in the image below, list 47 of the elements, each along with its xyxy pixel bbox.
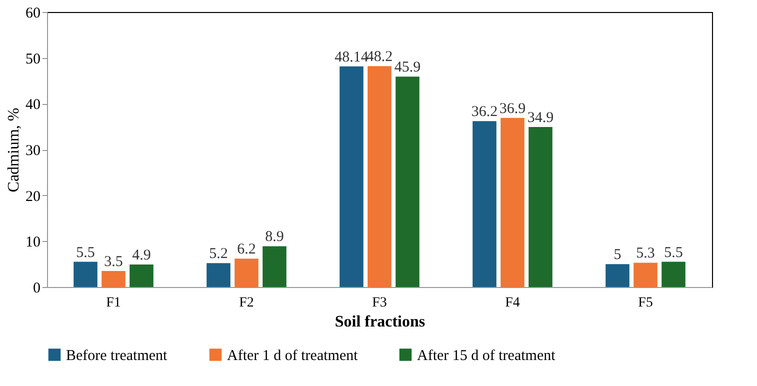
x-tick-label: F5 (638, 296, 653, 310)
x-tick-label: F1 (106, 296, 121, 310)
data-label: 36.2 (471, 104, 498, 120)
data-label: 48.2 (366, 49, 393, 66)
legend-label: After 1 d of treatment (227, 348, 359, 364)
legend-label: After 15 d of treatment (417, 348, 556, 364)
x-tick-label: F4 (505, 296, 520, 310)
data-label: 5.3 (636, 246, 655, 262)
data-label: 5.2 (209, 246, 228, 262)
bar (234, 258, 258, 287)
data-label: 4.9 (132, 248, 151, 264)
data-label: 45.9 (394, 60, 421, 76)
data-label: 5.5 (76, 244, 95, 261)
data-label: 8.9 (265, 229, 284, 246)
bar (634, 262, 658, 287)
y-tick-label: 0 (33, 280, 40, 296)
data-label: 6.2 (237, 242, 256, 258)
bar (130, 264, 154, 287)
bar (662, 262, 686, 287)
data-label: 5 (614, 247, 622, 264)
y-tick-label: 50 (26, 51, 40, 68)
x-tick-label: F2 (239, 296, 254, 310)
bar (396, 76, 420, 287)
bar (472, 121, 496, 287)
legend-label: Before treatment (66, 348, 168, 364)
y-tick-label: 10 (26, 234, 40, 251)
bar (262, 246, 286, 287)
bar (102, 270, 126, 287)
bar (500, 118, 524, 287)
data-label: 3.5 (104, 254, 123, 270)
data-label: 36.9 (499, 100, 526, 117)
x-axis-title: Soil fractions (334, 314, 426, 330)
y-tick-label: 20 (26, 188, 40, 205)
bar (606, 264, 630, 287)
data-label: 34.9 (527, 110, 554, 126)
x-tick-label: F3 (372, 296, 387, 310)
y-tick-label: 30 (26, 143, 40, 159)
y-tick-label: 40 (26, 97, 40, 114)
bar (74, 262, 98, 287)
data-label: 5.5 (664, 244, 683, 261)
bar (368, 66, 392, 287)
y-tick-label: 60 (26, 6, 40, 22)
bar (528, 127, 552, 287)
bar (206, 263, 230, 287)
y-axis-title: Cadmium, % (6, 108, 22, 192)
data-label: 48.14 (334, 49, 369, 66)
bar (340, 66, 364, 287)
